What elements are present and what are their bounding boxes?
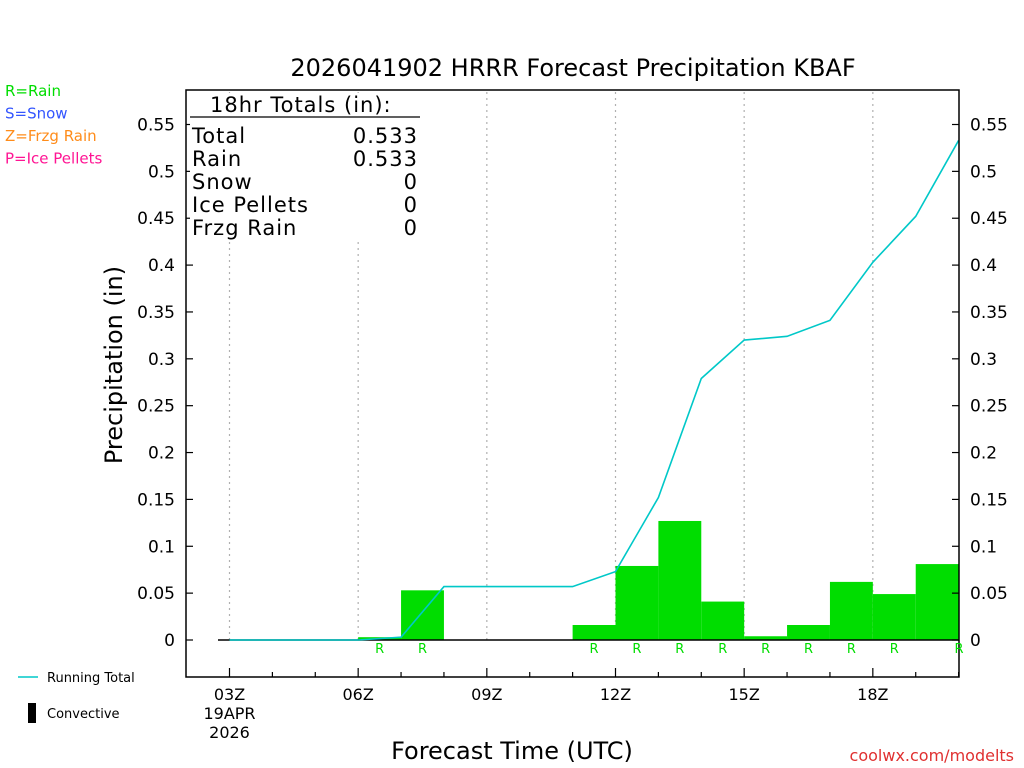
x-tick-label-03z: 03Z (214, 685, 245, 704)
totals-box-background (190, 93, 422, 241)
x-tick-label-15z: 15Z (729, 685, 760, 704)
convective-legend-label: Convective (47, 707, 120, 722)
precip-type-label: R (890, 642, 899, 657)
precip-type-label: R (804, 642, 813, 657)
totals-title: 18hr Totals (in): (210, 93, 392, 117)
x-tick-label-12z: 12Z (600, 685, 631, 704)
y-tick-label-right: 0.3 (970, 350, 997, 370)
hourly-bar-13 (615, 565, 659, 640)
x-tick-label-18z: 18Z (857, 685, 888, 704)
hourly-bar-16 (744, 636, 788, 640)
totals-row-value: 0.533 (353, 124, 418, 148)
y-tick-label-left: 0 (164, 631, 175, 651)
y-tick-label-right: 0.1 (970, 537, 997, 557)
y-tick-label-right: 0.55 (970, 116, 1008, 136)
hourly-bar-8 (401, 590, 444, 640)
precip-type-label: R (761, 642, 770, 657)
totals-row-label: Frzg Rain (192, 216, 297, 240)
y-tick-label-left: 0.4 (148, 256, 175, 276)
precip-type-label: R (375, 642, 384, 657)
precip-type-label: R (954, 642, 963, 657)
running-total-legend-label: Running Total (47, 671, 135, 686)
convective-legend-swatch (28, 703, 36, 723)
y-tick-label-left: 0.45 (137, 209, 175, 229)
hourly-bar-14 (658, 520, 702, 640)
hourly-bar-15 (701, 601, 745, 640)
y-tick-label-right: 0.15 (970, 490, 1008, 510)
hourly-bar-12 (572, 625, 616, 640)
hourly-bars (218, 520, 959, 641)
precip-type-label: R (847, 642, 856, 657)
precip-type-legend: R=Rain S=Snow Z=Frzg Rain P=Ice Pellets (5, 82, 102, 168)
totals-row-label: Ice Pellets (192, 193, 309, 217)
totals-row-label: Total (191, 124, 246, 148)
y-tick-label-left: 0.35 (137, 303, 175, 323)
y-axis-title: Precipitation (in) (100, 266, 128, 464)
type-legend-item: R=Rain (5, 82, 61, 100)
totals-row-value: 0 (404, 193, 418, 217)
x-date-label: 19APR (203, 704, 255, 723)
y-tick-label-left: 0.1 (148, 537, 175, 557)
type-legend-item: Z=Frzg Rain (5, 127, 97, 145)
y-tick-label-right: 0.45 (970, 209, 1008, 229)
totals-row-label: Rain (192, 147, 242, 171)
totals-box: 18hr Totals (in): Total 0.533 Rain 0.533 Snow… (190, 93, 422, 241)
type-legend-item: P=Ice Pellets (5, 150, 102, 168)
x-tick-label-09z: 09Z (471, 685, 502, 704)
chart-title: 2026041902 HRRR Forecast Precipitation K… (290, 54, 855, 82)
hourly-bar-17 (787, 625, 830, 640)
x-tick-label-06z: 06Z (343, 685, 374, 704)
running-total-line-group (229, 140, 960, 641)
y-tick-label-left: 0.3 (148, 350, 175, 370)
y-tick-label-right: 0.5 (970, 162, 997, 182)
y-tick-label-left: 0.2 (148, 444, 175, 464)
totals-row-value: 0.533 (353, 147, 418, 171)
y-tick-label-right: 0 (970, 631, 981, 651)
precip-type-label: R (590, 642, 599, 657)
y-tick-label-left: 0.5 (148, 162, 175, 182)
bottom-legend: Running Total Convective (18, 671, 135, 723)
y-tick-label-right: 0.25 (970, 397, 1008, 417)
hourly-bar-19 (872, 594, 916, 640)
precip-type-label: R (632, 642, 641, 657)
totals-row-value: 0 (404, 216, 418, 240)
precip-type-label: R (718, 642, 727, 657)
x-axis-title: Forecast Time (UTC) (391, 737, 633, 765)
y-axis: 0 00.05 0.050.1 0.10.15 0.150.2 0.20.25 0.250.… (137, 116, 1008, 652)
x-date-label: 2026 (209, 723, 250, 742)
y-tick-label-left: 0.25 (137, 397, 175, 417)
totals-row-label: Snow (192, 170, 253, 194)
totals-row-value: 0 (404, 170, 418, 194)
precip-type-label: R (418, 642, 427, 657)
precip-type-label: R (675, 642, 684, 657)
y-tick-label-left: 0.15 (137, 490, 175, 510)
y-tick-label-right: 0.2 (970, 444, 997, 464)
hourly-bar-20 (915, 564, 959, 640)
y-tick-label-right: 0.4 (970, 256, 997, 276)
y-tick-label-right: 0.05 (970, 584, 1008, 604)
running-total-line (229, 140, 960, 641)
credit-text: coolwx.com/modelts (850, 746, 1014, 765)
hourly-bar-18 (829, 581, 873, 640)
y-tick-label-left: 0.05 (137, 584, 175, 604)
y-tick-label-right: 0.35 (970, 303, 1008, 323)
type-legend-item: S=Snow (5, 105, 68, 123)
y-tick-label-left: 0.55 (137, 116, 175, 136)
